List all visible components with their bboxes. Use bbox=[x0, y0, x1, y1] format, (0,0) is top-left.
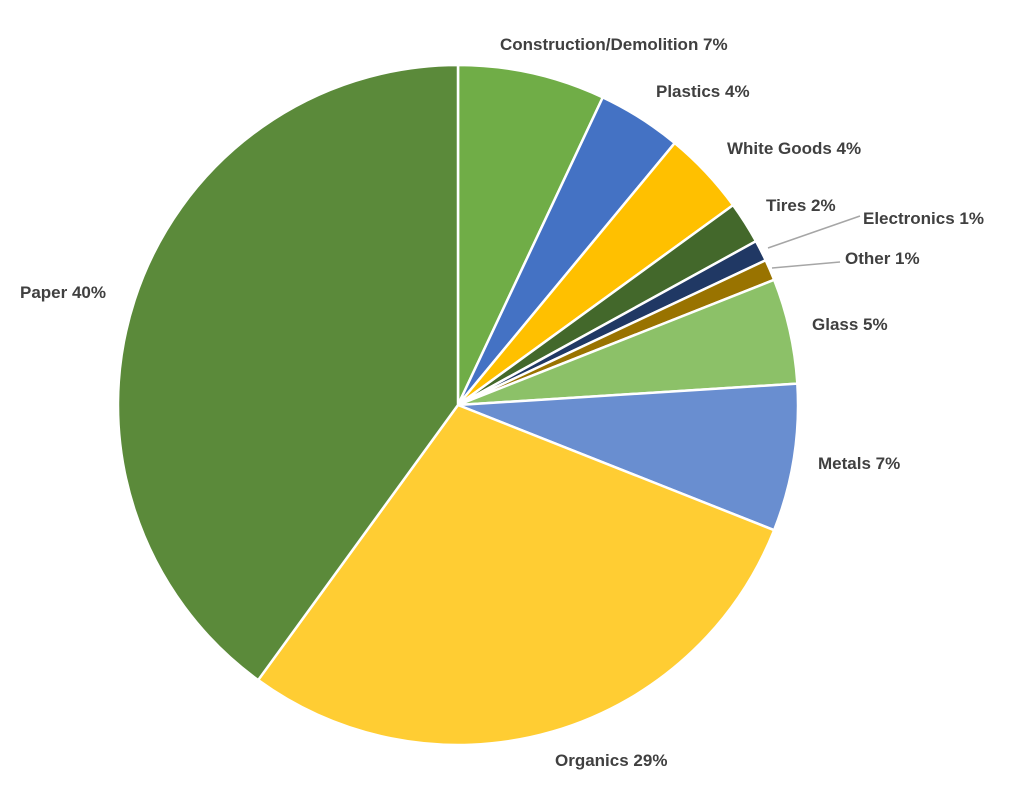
pie-slice-construction-demolition bbox=[456, 63, 605, 407]
data-label-construction-demolition: Construction/Demolition 7% bbox=[500, 35, 728, 54]
data-label-organics: Organics 29% bbox=[555, 751, 667, 770]
leader-lines-layer bbox=[767, 215, 861, 269]
data-label-paper: Paper 40% bbox=[20, 283, 106, 302]
data-label-electronics: Electronics 1% bbox=[863, 209, 984, 228]
pie-slice-paper bbox=[116, 63, 460, 682]
leader-line-electronics bbox=[767, 215, 861, 249]
data-labels-layer: Construction/Demolition 7% Plastics 4% Whi… bbox=[20, 35, 984, 770]
data-label-tires: Tires 2% bbox=[766, 196, 836, 215]
slices-layer bbox=[116, 63, 800, 747]
data-label-plastics: Plastics 4% bbox=[656, 82, 750, 101]
data-label-metals: Metals 7% bbox=[818, 454, 900, 473]
pie-slice-organics bbox=[256, 403, 776, 747]
leader-line-other bbox=[771, 261, 841, 269]
data-label-other: Other 1% bbox=[845, 249, 920, 268]
pie-slice-metals bbox=[456, 382, 800, 532]
data-label-glass: Glass 5% bbox=[812, 315, 888, 334]
data-label-white-goods: White Goods 4% bbox=[727, 139, 861, 158]
